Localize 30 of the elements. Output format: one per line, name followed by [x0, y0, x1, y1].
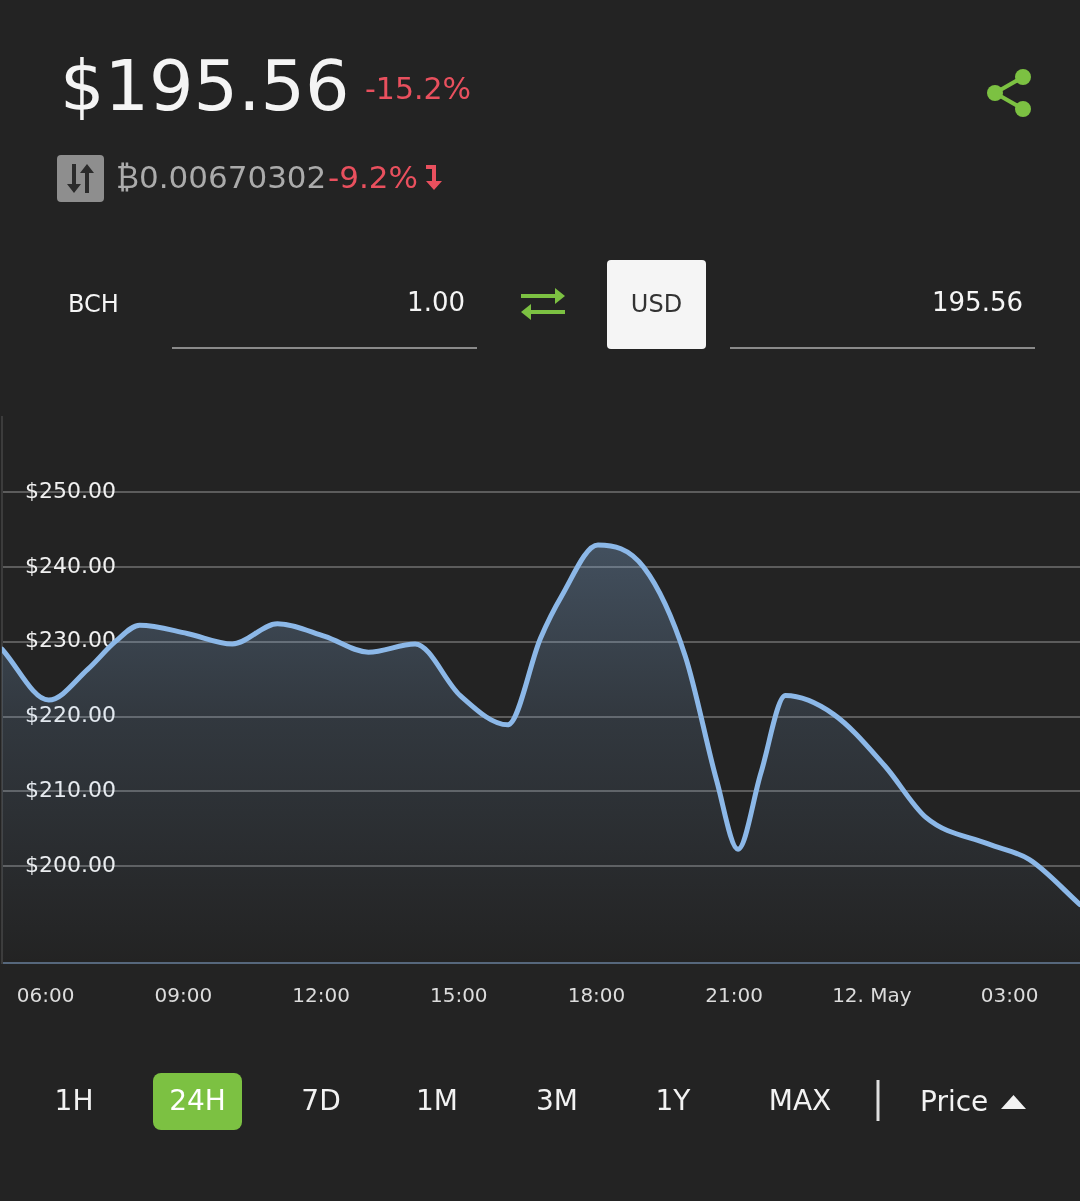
text: 195.56: [932, 287, 1023, 318]
y-tick-label: $230.00: [25, 627, 116, 653]
y-tick-label: $200.00: [25, 852, 116, 878]
text: Price: [920, 1084, 989, 1119]
text: 3M: [536, 1083, 578, 1118]
text: 24H: [169, 1083, 226, 1118]
text: 1.00: [407, 287, 465, 318]
text: 7D: [301, 1083, 341, 1118]
chart-title: $195.56: [60, 44, 350, 127]
x-tick-label: 12. May: [832, 983, 912, 1008]
text: -15.2%: [365, 70, 472, 107]
x-tick-label: 06:00: [16, 983, 75, 1008]
text: 1Y: [655, 1083, 691, 1118]
x-tick-label: 12:00: [292, 983, 350, 1008]
text: BCH: [68, 290, 119, 319]
y-tick-label: $250.00: [25, 477, 116, 503]
x-tick-label: 18:00: [567, 983, 626, 1008]
text: 1M: [416, 1083, 458, 1118]
x-tick-label: 03:00: [980, 983, 1039, 1008]
text: 1H: [54, 1083, 94, 1118]
y-tick-label: $210.00: [25, 777, 116, 803]
text: -9.2%: [328, 159, 418, 196]
text: ₿0.00670302: [116, 159, 327, 196]
text: MAX: [768, 1083, 832, 1118]
y-tick-label: $220.00: [25, 702, 116, 728]
x-tick-label: 09:00: [154, 983, 213, 1008]
y-tick-label: $240.00: [25, 552, 116, 578]
x-tick-label: 21:00: [705, 983, 763, 1008]
text: USD: [630, 290, 683, 319]
x-tick-label: 15:00: [429, 983, 488, 1008]
